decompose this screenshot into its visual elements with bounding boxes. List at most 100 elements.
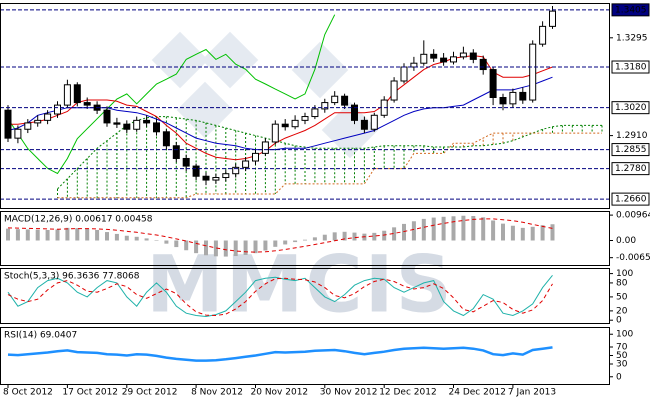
y-tick-label: 70: [616, 342, 628, 352]
candle-body: [143, 119, 151, 124]
candle-body: [123, 123, 131, 130]
macd-bar: [65, 227, 70, 241]
candle-body: [321, 102, 329, 110]
panel-frame: [0, 327, 610, 385]
macd-bar: [402, 223, 406, 241]
macd-bar: [144, 238, 149, 241]
macd-bar: [204, 240, 208, 256]
candle-body: [390, 80, 398, 101]
candle-body: [63, 84, 71, 106]
candle-body: [4, 109, 12, 139]
candle-body: [242, 160, 250, 168]
macd-bar: [25, 229, 30, 241]
indicator-line: [7, 277, 553, 317]
y-tick-label: 1.2910: [616, 131, 648, 141]
indicator-line: [7, 14, 336, 175]
candle-body: [410, 62, 418, 68]
macd-bar: [253, 240, 258, 254]
candle-body: [341, 95, 349, 106]
level-box: [611, 3, 650, 17]
macd-bar: [263, 240, 268, 251]
panel-label: Stoch(5,3,3) 96.3636 77.8068: [4, 272, 140, 282]
y-tick-label: 50: [616, 351, 628, 361]
candle-body: [212, 177, 220, 181]
macd-bar: [233, 240, 238, 257]
candle-body: [261, 141, 269, 154]
macd-bar: [164, 240, 169, 244]
candle-body: [301, 116, 309, 121]
panel-frame: [0, 3, 610, 209]
macd-bar: [550, 224, 555, 241]
y-tick-label: 100: [616, 330, 633, 340]
indicator-line: [7, 76, 553, 151]
macd-bar: [441, 216, 446, 241]
y-tick-label: -0.00652: [616, 253, 650, 263]
y-tick-label: 100: [616, 269, 633, 279]
macd-bar: [372, 232, 377, 241]
x-tick-label: 17 Oct 2012: [62, 388, 118, 398]
macd-bar: [510, 225, 515, 241]
plot: [4, 6, 603, 199]
macd-bar: [352, 232, 357, 241]
macd-bar: [85, 228, 90, 241]
macd-bar: [6, 228, 10, 241]
candle-body: [440, 57, 448, 63]
y-tick-label: 30: [616, 360, 628, 370]
level-box: [611, 101, 650, 115]
x-tick-label: 8 Nov 2012: [191, 388, 243, 398]
panel-label: MACD(12,26,9) 0.00617 0.00458: [4, 215, 153, 225]
candle-body: [450, 56, 457, 63]
candle-body: [539, 25, 547, 45]
candle-body: [113, 122, 121, 125]
x-tick-label: 12 Dec 2012: [379, 388, 437, 398]
candle-body: [192, 165, 200, 177]
x-tick-label: 30 Nov 2012: [320, 388, 378, 398]
macd-bar: [332, 232, 337, 241]
candle-body: [34, 119, 42, 124]
candle-body: [479, 58, 487, 71]
candle-body: [400, 66, 408, 82]
macd-bar: [421, 218, 426, 241]
candle-body: [420, 53, 428, 64]
candle-body: [331, 95, 339, 104]
indicator-line: [7, 346, 553, 362]
macd-bar: [154, 240, 159, 242]
macd-bar: [223, 240, 228, 257]
macd-bar: [461, 215, 466, 241]
macd-bar: [213, 240, 218, 257]
candle-body: [509, 91, 517, 105]
candle-body: [459, 52, 467, 58]
candle-body: [430, 53, 438, 59]
candle-body: [54, 104, 61, 115]
candle-body: [182, 157, 190, 167]
cloud-span: [57, 132, 602, 199]
macd-bar: [283, 240, 288, 245]
candle-body: [73, 84, 81, 104]
macd-bar: [75, 228, 80, 241]
level-box: [611, 162, 650, 176]
macd-bar: [471, 216, 476, 241]
macd-bar: [322, 234, 327, 241]
macd-bar: [134, 236, 139, 241]
level-box: [611, 60, 650, 74]
macd-bar: [273, 240, 278, 247]
candle-body: [351, 104, 358, 121]
candle-body: [172, 145, 180, 159]
plot: [7, 346, 553, 362]
macd-bar: [35, 229, 40, 241]
level-label: 1.3180: [615, 63, 647, 73]
macd-bar: [174, 240, 179, 248]
level-label: 1.2660: [615, 195, 647, 205]
x-tick-label: 24 Dec 2012: [449, 388, 507, 398]
candle-body: [24, 122, 32, 130]
plot: [7, 274, 553, 318]
macd-bar: [520, 227, 525, 241]
candle-body: [153, 122, 160, 133]
level-label: 1.3405: [615, 5, 647, 15]
cloud-span: [57, 116, 602, 190]
y-tick-label: 0.00964: [616, 211, 650, 221]
candle-body: [271, 123, 279, 143]
